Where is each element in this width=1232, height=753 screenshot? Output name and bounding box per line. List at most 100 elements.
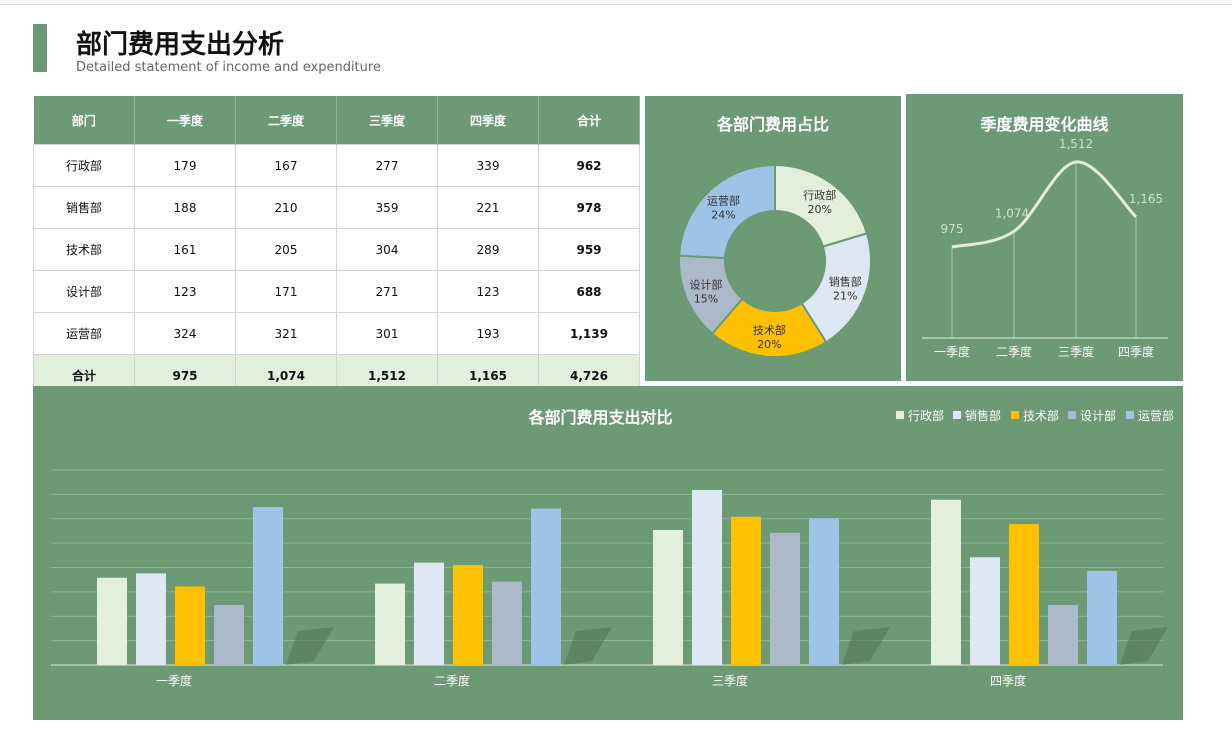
table-cell-total[interactable]: 1,139 <box>538 312 640 355</box>
pie-slice-percent: 15% <box>694 292 718 305</box>
legend-label[interactable]: 设计部 <box>1080 408 1116 423</box>
table-cell[interactable]: 161 <box>134 228 236 271</box>
table-cell[interactable]: 179 <box>134 144 236 187</box>
line-data-label: 975 <box>941 222 964 236</box>
table-cell[interactable]: 271 <box>336 270 438 313</box>
bar[interactable] <box>414 562 444 665</box>
line-data-label: 1,165 <box>1129 192 1163 206</box>
table-cell[interactable]: 销售部 <box>33 186 135 229</box>
bar[interactable] <box>731 516 761 665</box>
line-data-label: 1,074 <box>995 206 1029 220</box>
table-cell[interactable]: 289 <box>437 228 539 271</box>
legend-swatch <box>1126 411 1134 419</box>
pie-slice-label: 销售部 <box>829 274 862 288</box>
table-cell[interactable]: 123 <box>437 270 539 313</box>
table-cell[interactable]: 行政部 <box>33 144 135 187</box>
bar[interactable] <box>214 605 244 665</box>
bar-chart-panel[interactable]: 各部门费用支出对比 一季度 二季度 三季度 四季度 行政部 销售部 技术部 设计部 运营部 <box>33 386 1183 720</box>
legend-swatch <box>1068 411 1076 419</box>
table-cell[interactable]: 210 <box>235 186 337 229</box>
bar[interactable] <box>253 507 283 665</box>
table-cell[interactable]: 技术部 <box>33 228 135 271</box>
column-header[interactable]: 三季度 <box>336 96 438 145</box>
x-tick-label: 二季度 <box>996 344 1032 359</box>
table-cell[interactable]: 运营部 <box>33 312 135 355</box>
bar-chart-svg: 一季度 二季度 三季度 四季度 行政部 销售部 技术部 设计部 运营部 <box>51 408 1174 688</box>
table-cell[interactable]: 188 <box>134 186 236 229</box>
bar[interactable] <box>809 518 839 665</box>
bar[interactable] <box>531 508 561 665</box>
table-row: 运营部 324 321 301 193 1,139 <box>33 312 640 355</box>
bar[interactable] <box>175 586 205 665</box>
page-subtitle: Detailed statement of income and expendi… <box>76 60 381 75</box>
bar-shadow <box>286 627 334 665</box>
table-cell[interactable]: 321 <box>235 312 337 355</box>
bar[interactable] <box>1087 570 1117 665</box>
table-row: 销售部 188 210 359 221 978 <box>33 186 640 229</box>
column-header[interactable]: 二季度 <box>235 96 337 145</box>
table-cell[interactable]: 171 <box>235 270 337 313</box>
line-series[interactable] <box>951 160 1138 249</box>
pie-slice-label: 运营部 <box>707 193 740 207</box>
table-cell-total[interactable]: 688 <box>538 270 640 313</box>
bar[interactable] <box>492 581 522 665</box>
table-cell-total[interactable]: 959 <box>538 228 640 271</box>
table-cell[interactable]: 设计部 <box>33 270 135 313</box>
bar[interactable] <box>1048 605 1078 665</box>
table-row: 技术部 161 205 304 289 959 <box>33 228 640 271</box>
column-header[interactable]: 合计 <box>538 96 640 145</box>
pie-slice-percent: 21% <box>833 289 857 302</box>
column-header[interactable]: 四季度 <box>437 96 539 145</box>
title-accent-bar <box>33 24 47 72</box>
legend-swatch <box>953 411 961 419</box>
line-chart-svg: 975 一季度 1,074 二季度 1,512 三季度 1,165 四季度 <box>922 137 1168 359</box>
table-cell-total[interactable]: 978 <box>538 186 640 229</box>
bar[interactable] <box>653 529 683 665</box>
bar[interactable] <box>931 499 961 665</box>
bar[interactable] <box>692 489 722 665</box>
page-title: 部门费用支出分析 <box>76 30 285 60</box>
table-cell[interactable]: 221 <box>437 186 539 229</box>
bar[interactable] <box>1009 524 1039 665</box>
bar[interactable] <box>770 532 800 665</box>
bar[interactable] <box>375 583 405 665</box>
bar-shadow <box>842 627 890 665</box>
x-tick-label: 一季度 <box>934 344 970 359</box>
x-tick-label: 四季度 <box>1118 344 1154 359</box>
pie-chart-panel[interactable]: 各部门费用占比 行政部 20% 销售部 21% 技术部 20% 设计部 15% 运营部 24% <box>645 96 901 381</box>
pie-slice-percent: 20% <box>757 338 781 351</box>
pie-slice[interactable] <box>678 163 776 260</box>
table-cell[interactable]: 193 <box>437 312 539 355</box>
x-tick-label: 二季度 <box>434 673 470 688</box>
expense-table: 部门 一季度 二季度 三季度 四季度 合计 行政部 179 167 277 33… <box>33 96 640 397</box>
table-cell[interactable]: 123 <box>134 270 236 313</box>
legend-label[interactable]: 行政部 <box>908 408 944 423</box>
legend-swatch <box>1011 411 1019 419</box>
bar[interactable] <box>453 565 483 665</box>
table-cell[interactable]: 167 <box>235 144 337 187</box>
table-cell[interactable]: 304 <box>336 228 438 271</box>
table-cell[interactable]: 339 <box>437 144 539 187</box>
table-cell[interactable]: 324 <box>134 312 236 355</box>
line-chart-panel[interactable]: 季度费用变化曲线 975 一季度 1,074 二季度 1,512 三季度 1,165 四季度 <box>906 94 1183 381</box>
table-cell-total[interactable]: 962 <box>538 144 640 187</box>
pie-slice-percent: 20% <box>808 203 832 216</box>
table-cell[interactable]: 277 <box>336 144 438 187</box>
legend-label[interactable]: 销售部 <box>965 408 1001 423</box>
table-cell[interactable]: 301 <box>336 312 438 355</box>
pie-slice[interactable] <box>774 163 869 248</box>
table-cell[interactable]: 205 <box>235 228 337 271</box>
legend-label[interactable]: 运营部 <box>1138 408 1174 423</box>
column-header[interactable]: 部门 <box>33 96 135 145</box>
bar-shadow <box>1120 627 1168 665</box>
legend-label[interactable]: 技术部 <box>1023 408 1059 423</box>
bar[interactable] <box>970 557 1000 665</box>
table-cell[interactable]: 359 <box>336 186 438 229</box>
column-header[interactable]: 一季度 <box>134 96 236 145</box>
bar-chart-title: 各部门费用支出对比 <box>528 408 673 427</box>
bar[interactable] <box>136 573 166 665</box>
bar[interactable] <box>97 577 127 665</box>
pie-chart-title: 各部门费用占比 <box>716 115 829 134</box>
line-chart-title: 季度费用变化曲线 <box>980 115 1109 134</box>
